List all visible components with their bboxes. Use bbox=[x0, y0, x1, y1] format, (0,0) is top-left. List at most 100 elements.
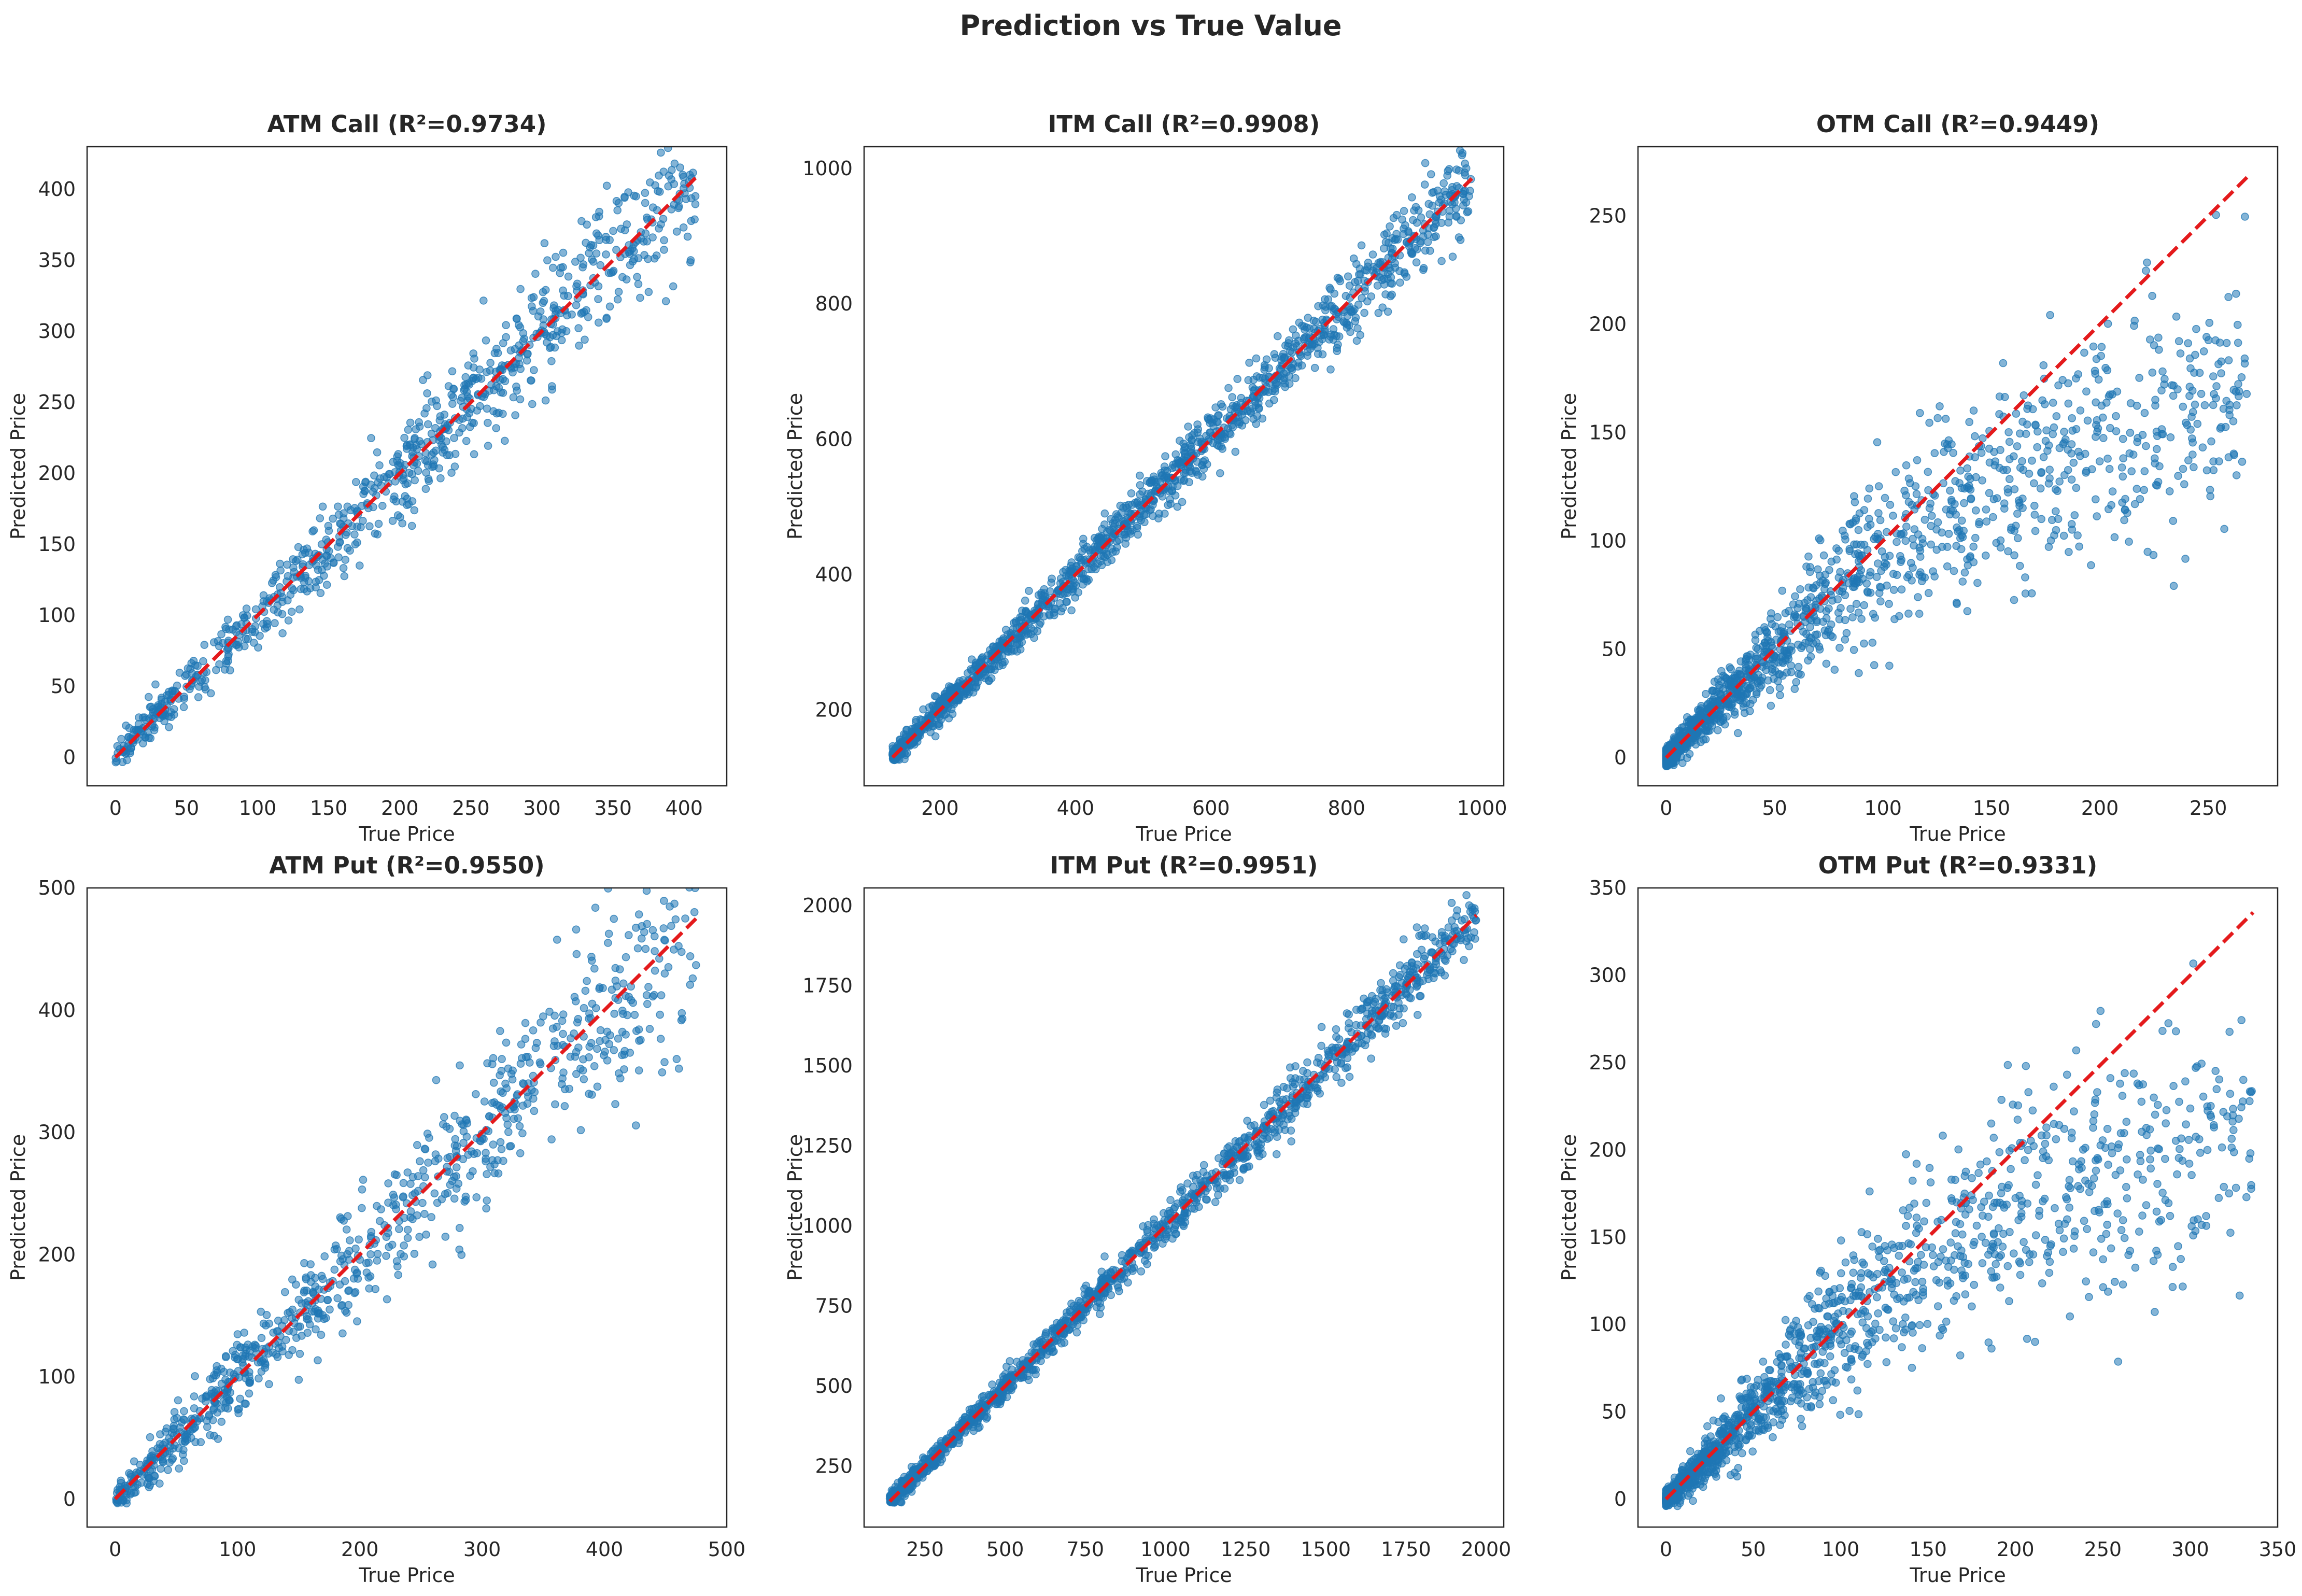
data-point bbox=[1971, 432, 1979, 441]
data-point bbox=[528, 400, 536, 408]
data-point bbox=[284, 1309, 292, 1317]
data-point bbox=[312, 1325, 320, 1334]
data-point bbox=[2003, 465, 2011, 474]
data-point bbox=[489, 1079, 498, 1087]
data-point bbox=[1762, 628, 1771, 636]
data-point bbox=[146, 1433, 154, 1442]
data-point bbox=[632, 1121, 640, 1129]
data-point bbox=[346, 506, 355, 515]
data-point bbox=[1297, 361, 1306, 370]
data-point bbox=[1207, 414, 1215, 422]
data-point bbox=[221, 1352, 230, 1361]
data-point bbox=[1701, 690, 1710, 698]
data-point bbox=[641, 944, 650, 953]
y-tick-label: 1000 bbox=[802, 157, 853, 180]
data-point bbox=[427, 450, 436, 459]
data-point bbox=[1726, 663, 1734, 672]
data-point bbox=[572, 301, 581, 309]
data-point bbox=[1924, 468, 1932, 476]
data-point bbox=[1946, 505, 1955, 514]
data-point bbox=[586, 243, 595, 252]
data-point bbox=[295, 605, 304, 614]
data-point bbox=[2234, 392, 2243, 401]
data-point bbox=[1972, 506, 1980, 515]
data-point bbox=[423, 389, 431, 398]
data-point bbox=[1216, 469, 1224, 477]
data-point bbox=[509, 1066, 517, 1075]
data-point bbox=[2184, 339, 2193, 348]
data-point bbox=[462, 1117, 471, 1125]
data-point bbox=[1787, 661, 1796, 670]
data-point bbox=[509, 393, 518, 402]
data-point bbox=[1876, 516, 1885, 525]
data-point bbox=[180, 693, 189, 701]
data-point bbox=[2224, 293, 2233, 301]
data-point bbox=[1326, 365, 1335, 374]
data-point bbox=[1897, 585, 1906, 594]
x-tick-label: 200 bbox=[2081, 797, 2119, 820]
data-point bbox=[170, 1415, 179, 1424]
data-point bbox=[1059, 568, 1067, 576]
data-point bbox=[1985, 489, 1994, 498]
data-point bbox=[2119, 454, 2128, 463]
data-point bbox=[516, 1149, 525, 1157]
data-point bbox=[1400, 224, 1408, 233]
data-point bbox=[2067, 475, 2076, 484]
data-point bbox=[2172, 312, 2181, 321]
data-point bbox=[1166, 495, 1174, 504]
data-point bbox=[682, 819, 689, 826]
data-point bbox=[1736, 694, 1745, 702]
data-point bbox=[606, 1031, 614, 1039]
data-point bbox=[164, 712, 173, 721]
data-point bbox=[1770, 653, 1778, 661]
data-point bbox=[2140, 486, 2149, 495]
data-point bbox=[1456, 235, 1465, 244]
data-point bbox=[633, 944, 642, 953]
data-point bbox=[585, 1042, 594, 1051]
data-point bbox=[246, 1378, 255, 1387]
data-point bbox=[436, 474, 445, 483]
data-point bbox=[2125, 449, 2134, 458]
data-point bbox=[1950, 567, 1958, 575]
data-point bbox=[467, 404, 475, 413]
x-tick-label: 400 bbox=[1057, 797, 1095, 820]
data-point bbox=[1751, 636, 1760, 644]
data-point bbox=[486, 366, 495, 375]
data-point bbox=[334, 502, 342, 511]
data-point bbox=[1832, 544, 1841, 553]
data-point bbox=[1252, 419, 1261, 428]
data-point bbox=[2067, 440, 2076, 448]
data-point bbox=[2232, 289, 2240, 298]
data-point bbox=[1912, 490, 1921, 498]
data-point bbox=[1342, 319, 1351, 327]
data-point bbox=[2067, 520, 2076, 528]
data-point bbox=[461, 373, 470, 382]
data-point bbox=[257, 1367, 266, 1376]
data-point bbox=[529, 1026, 538, 1035]
data-point bbox=[234, 638, 243, 646]
data-point bbox=[1822, 659, 1831, 668]
data-point bbox=[1412, 258, 1421, 267]
data-point bbox=[487, 380, 496, 389]
data-point bbox=[267, 579, 276, 587]
data-point bbox=[1803, 596, 1812, 604]
data-point bbox=[622, 953, 630, 962]
data-point bbox=[343, 1212, 352, 1220]
data-point bbox=[1804, 552, 1813, 561]
data-point bbox=[620, 192, 629, 201]
data-point bbox=[1933, 518, 1942, 527]
data-point bbox=[500, 436, 509, 445]
data-point bbox=[149, 1477, 158, 1486]
data-point bbox=[1708, 686, 1717, 695]
data-point bbox=[1913, 456, 1922, 464]
data-point bbox=[1288, 363, 1296, 372]
data-point bbox=[2209, 372, 2218, 380]
data-point bbox=[410, 506, 419, 515]
data-point bbox=[399, 1192, 407, 1200]
x-tick-label: 150 bbox=[1973, 797, 2011, 820]
data-point bbox=[341, 556, 350, 564]
data-point bbox=[483, 1170, 491, 1178]
data-point bbox=[689, 138, 696, 145]
data-point bbox=[2083, 416, 2092, 425]
data-point bbox=[375, 461, 384, 470]
